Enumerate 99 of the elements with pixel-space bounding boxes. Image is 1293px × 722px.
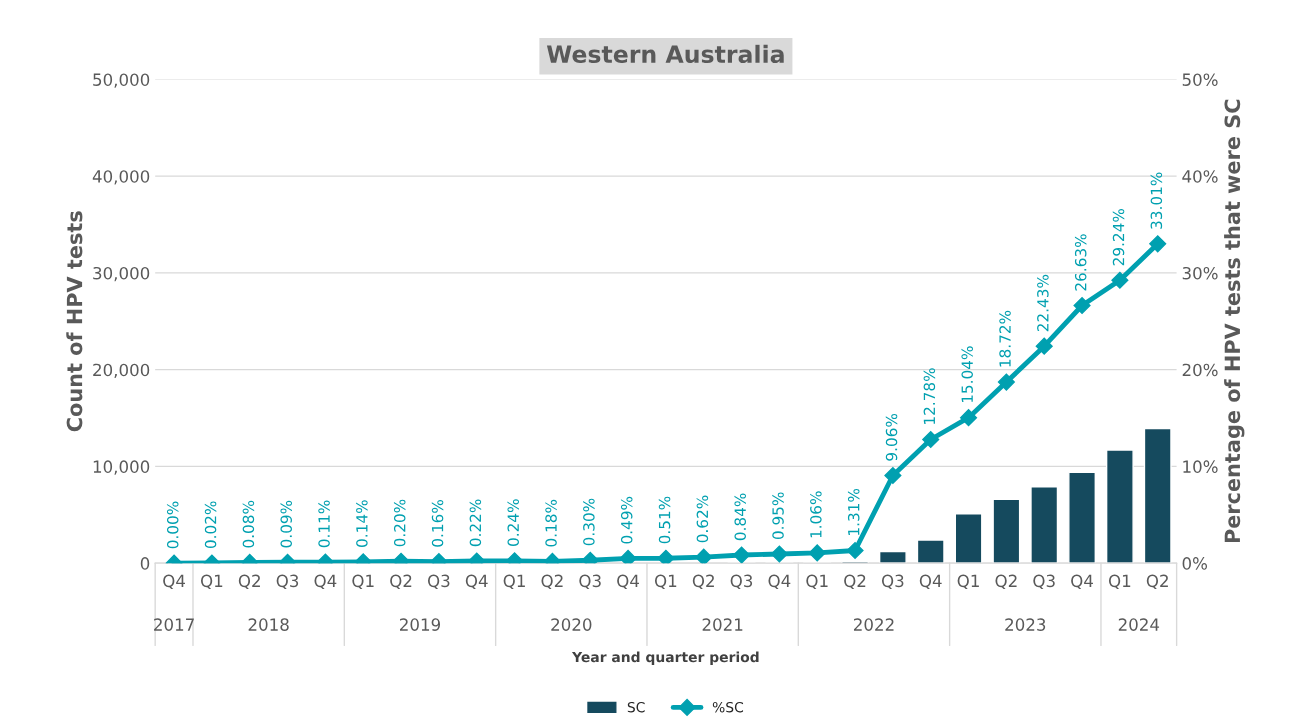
text: 2023 xyxy=(1005,618,1046,631)
x-tick-label: Q2 xyxy=(995,574,1017,590)
x-axis-title: Year and quarter period xyxy=(571,651,759,665)
y-tick-label: 50,000 xyxy=(93,73,150,88)
y2-tick-label: 20% xyxy=(1182,363,1218,377)
point xyxy=(1073,296,1091,315)
data-label: 0.51% xyxy=(658,496,671,544)
y-tick-label: 0 xyxy=(140,557,150,570)
data-label: 9.06% xyxy=(885,413,898,461)
x-tick-label: Q2 xyxy=(541,574,563,590)
data-label: 0.11% xyxy=(318,500,330,548)
bar xyxy=(992,498,1021,564)
data-label: 12.78% xyxy=(923,368,936,424)
data-label: 0.95% xyxy=(772,492,784,540)
point xyxy=(997,373,1015,391)
chart-title: Western Australia xyxy=(546,44,784,64)
data-label: 0.02% xyxy=(204,501,217,549)
y-axis-title: Count of HPV tests xyxy=(66,211,83,432)
data-label: 1.06% xyxy=(810,491,822,538)
x-tick-label: Q2 xyxy=(692,574,714,590)
y-tick-label: 40,000 xyxy=(92,170,150,185)
text: 2019 xyxy=(400,618,441,631)
point xyxy=(619,549,637,564)
x-tick-label: Q2 xyxy=(1146,574,1168,590)
text: 2021 xyxy=(702,618,743,631)
data-label: 1.31% xyxy=(847,488,860,535)
data-label: 0.09% xyxy=(280,500,293,548)
x-tick-label: Q3 xyxy=(881,574,904,590)
text: 2018 xyxy=(248,618,289,631)
bar xyxy=(1143,427,1172,564)
data-label: 0.49% xyxy=(620,496,633,544)
data-label: 0.84% xyxy=(734,493,746,541)
data-label: 22.43% xyxy=(1037,274,1049,332)
y-tick-label: 30,000 xyxy=(93,266,150,282)
x-tick-label: Q4 xyxy=(163,574,185,590)
x-tick-label: Q1 xyxy=(806,574,828,590)
x-tick-label: Q4 xyxy=(465,574,488,590)
point xyxy=(657,549,675,564)
data-label: 0.62% xyxy=(696,495,709,543)
point xyxy=(1111,271,1129,289)
point xyxy=(695,548,713,564)
point xyxy=(1035,337,1053,355)
bar xyxy=(916,539,945,564)
y2-tick-label: 40% xyxy=(1182,170,1218,183)
text: 2020 xyxy=(551,618,592,631)
data-label: 0.00% xyxy=(166,501,179,549)
x-tick-label: Q2 xyxy=(238,574,260,590)
x-tick-label: Q3 xyxy=(1033,574,1055,590)
y2-axis-title: Percentage of HPV tests that were SC xyxy=(1224,99,1245,543)
point xyxy=(922,430,940,449)
data-label: 0.14% xyxy=(356,500,368,547)
y-tick-label: 20,000 xyxy=(93,363,150,378)
x-tick-label: Q2 xyxy=(844,574,866,590)
data-label: 15.04% xyxy=(961,346,973,403)
bar xyxy=(1030,486,1059,564)
data-label: 0.20% xyxy=(393,499,406,547)
x-tick-label: Q4 xyxy=(768,574,791,590)
y2-tick-label: 50% xyxy=(1182,73,1218,86)
x-tick-label: Q1 xyxy=(957,574,979,590)
x-tick-label: Q4 xyxy=(314,574,337,590)
y2-tick-label: 30% xyxy=(1182,266,1218,280)
bar xyxy=(878,550,907,564)
data-label: 29.24% xyxy=(1112,208,1125,266)
data-label: 0.30% xyxy=(583,498,595,546)
point xyxy=(884,466,902,485)
y-tick-label: 10,000 xyxy=(93,460,150,475)
data-label: 33.01% xyxy=(1150,172,1163,229)
data-label: 26.63% xyxy=(1074,234,1087,291)
text: 2017 xyxy=(154,618,194,631)
x-tick-label: Q1 xyxy=(654,574,677,590)
legend-label: SC xyxy=(627,701,645,713)
legend-label: %SC xyxy=(712,701,744,713)
data-label: 18.72% xyxy=(999,310,1011,367)
x-tick-label: Q1 xyxy=(200,574,223,590)
x-tick-label: Q3 xyxy=(579,574,601,590)
point xyxy=(1149,235,1167,253)
text: 2022 xyxy=(853,618,894,631)
bar xyxy=(954,513,983,564)
x-tick-label: Q1 xyxy=(352,574,374,590)
data-label: 0.24% xyxy=(507,499,519,546)
text: 2024 xyxy=(1118,618,1160,631)
x-tick-label: Q1 xyxy=(1108,574,1131,590)
bar xyxy=(1068,471,1096,564)
y2-tick-label: 0% xyxy=(1182,557,1208,570)
data-label: 0.22% xyxy=(469,499,482,547)
x-tick-label: Q4 xyxy=(617,574,639,590)
x-tick-label: Q3 xyxy=(276,574,299,590)
x-tick-label: Q1 xyxy=(503,574,525,590)
data-label: 0.08% xyxy=(242,500,255,548)
data-label: 0.18% xyxy=(545,499,557,547)
x-tick-label: Q4 xyxy=(1071,574,1093,590)
x-tick-label: Q3 xyxy=(427,574,450,590)
x-tick-label: Q3 xyxy=(730,574,753,590)
x-tick-label: Q4 xyxy=(919,574,942,590)
data-label: 0.16% xyxy=(431,500,444,547)
x-tick-label: Q2 xyxy=(390,574,412,590)
point xyxy=(960,409,978,427)
bar xyxy=(1105,449,1134,564)
y2-tick-label: 10% xyxy=(1183,460,1218,473)
